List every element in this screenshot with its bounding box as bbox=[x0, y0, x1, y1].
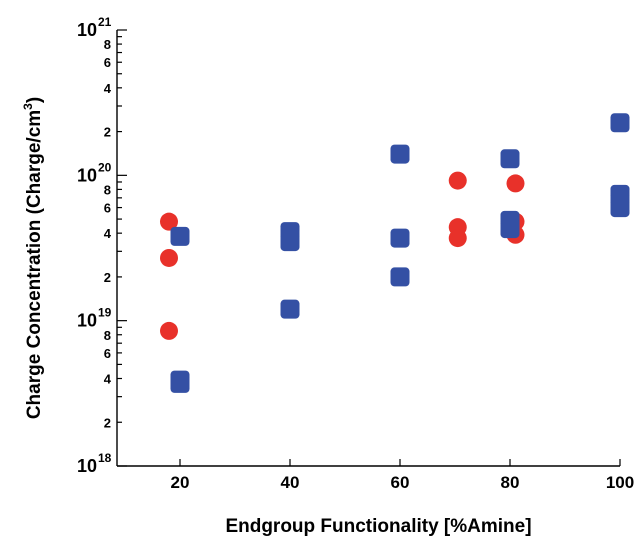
y-major-tick-exponent: 18 bbox=[98, 451, 112, 465]
data-point-square bbox=[391, 229, 410, 248]
data-point-circle bbox=[449, 229, 467, 247]
data-point-square bbox=[501, 149, 520, 168]
y-major-tick-label: 10 bbox=[77, 20, 97, 40]
y-minor-tick-label: 8 bbox=[104, 328, 111, 343]
data-point-square bbox=[501, 219, 520, 238]
y-major-tick-exponent: 19 bbox=[98, 306, 112, 320]
y-axis-title: Charge Concentration (Charge/cm3) bbox=[21, 97, 45, 419]
x-tick-label: 60 bbox=[391, 473, 410, 492]
y-minor-tick-label: 8 bbox=[104, 182, 111, 197]
x-tick-label: 40 bbox=[281, 473, 300, 492]
y-minor-tick-label: 2 bbox=[104, 270, 111, 285]
y-major-tick-label: 10 bbox=[77, 311, 97, 331]
x-ticks: 20 40 60 80 100 bbox=[171, 459, 635, 492]
y-minor-tick-label: 6 bbox=[104, 201, 111, 216]
y-minor-tick-label: 4 bbox=[104, 372, 112, 387]
y-major-tick-label: 10 bbox=[77, 165, 97, 185]
y-axis-title-close: ) bbox=[24, 97, 45, 103]
data-point-square bbox=[171, 227, 190, 246]
y-major-tick-exponent: 21 bbox=[98, 15, 112, 29]
data-point-square bbox=[611, 113, 630, 132]
y-minor-tick-label: 6 bbox=[104, 346, 111, 361]
y-minor-tick-label: 6 bbox=[104, 55, 111, 70]
data-point-square bbox=[391, 267, 410, 286]
data-point-circle bbox=[449, 172, 467, 190]
chart-axes bbox=[117, 30, 620, 466]
y-minor-tick-label: 8 bbox=[104, 37, 111, 52]
data-point-circle bbox=[507, 174, 525, 192]
y-minor-tick-label: 4 bbox=[104, 81, 112, 96]
data-point-circle bbox=[160, 322, 178, 340]
x-axis-title: Endgroup Functionality [%Amine] bbox=[225, 516, 531, 536]
y-axis-title-main: Charge Concentration (Charge/cm bbox=[24, 110, 45, 419]
data-point-square bbox=[281, 232, 300, 251]
y-minor-tick-label: 4 bbox=[104, 226, 112, 241]
y-minor-tick-label: 2 bbox=[104, 125, 111, 140]
y-minor-tick-label: 2 bbox=[104, 415, 111, 430]
x-tick-label: 80 bbox=[501, 473, 520, 492]
data-point-square bbox=[391, 145, 410, 164]
data-point-square bbox=[611, 198, 630, 217]
y-major-tick-exponent: 20 bbox=[98, 160, 112, 174]
x-tick-label: 100 bbox=[606, 473, 634, 492]
data-point-square bbox=[281, 300, 300, 319]
chart-marks bbox=[160, 113, 630, 393]
y-major-tick-label: 10 bbox=[77, 456, 97, 476]
data-point-circle bbox=[160, 249, 178, 267]
x-tick-label: 20 bbox=[171, 473, 190, 492]
data-point-square bbox=[171, 374, 190, 393]
